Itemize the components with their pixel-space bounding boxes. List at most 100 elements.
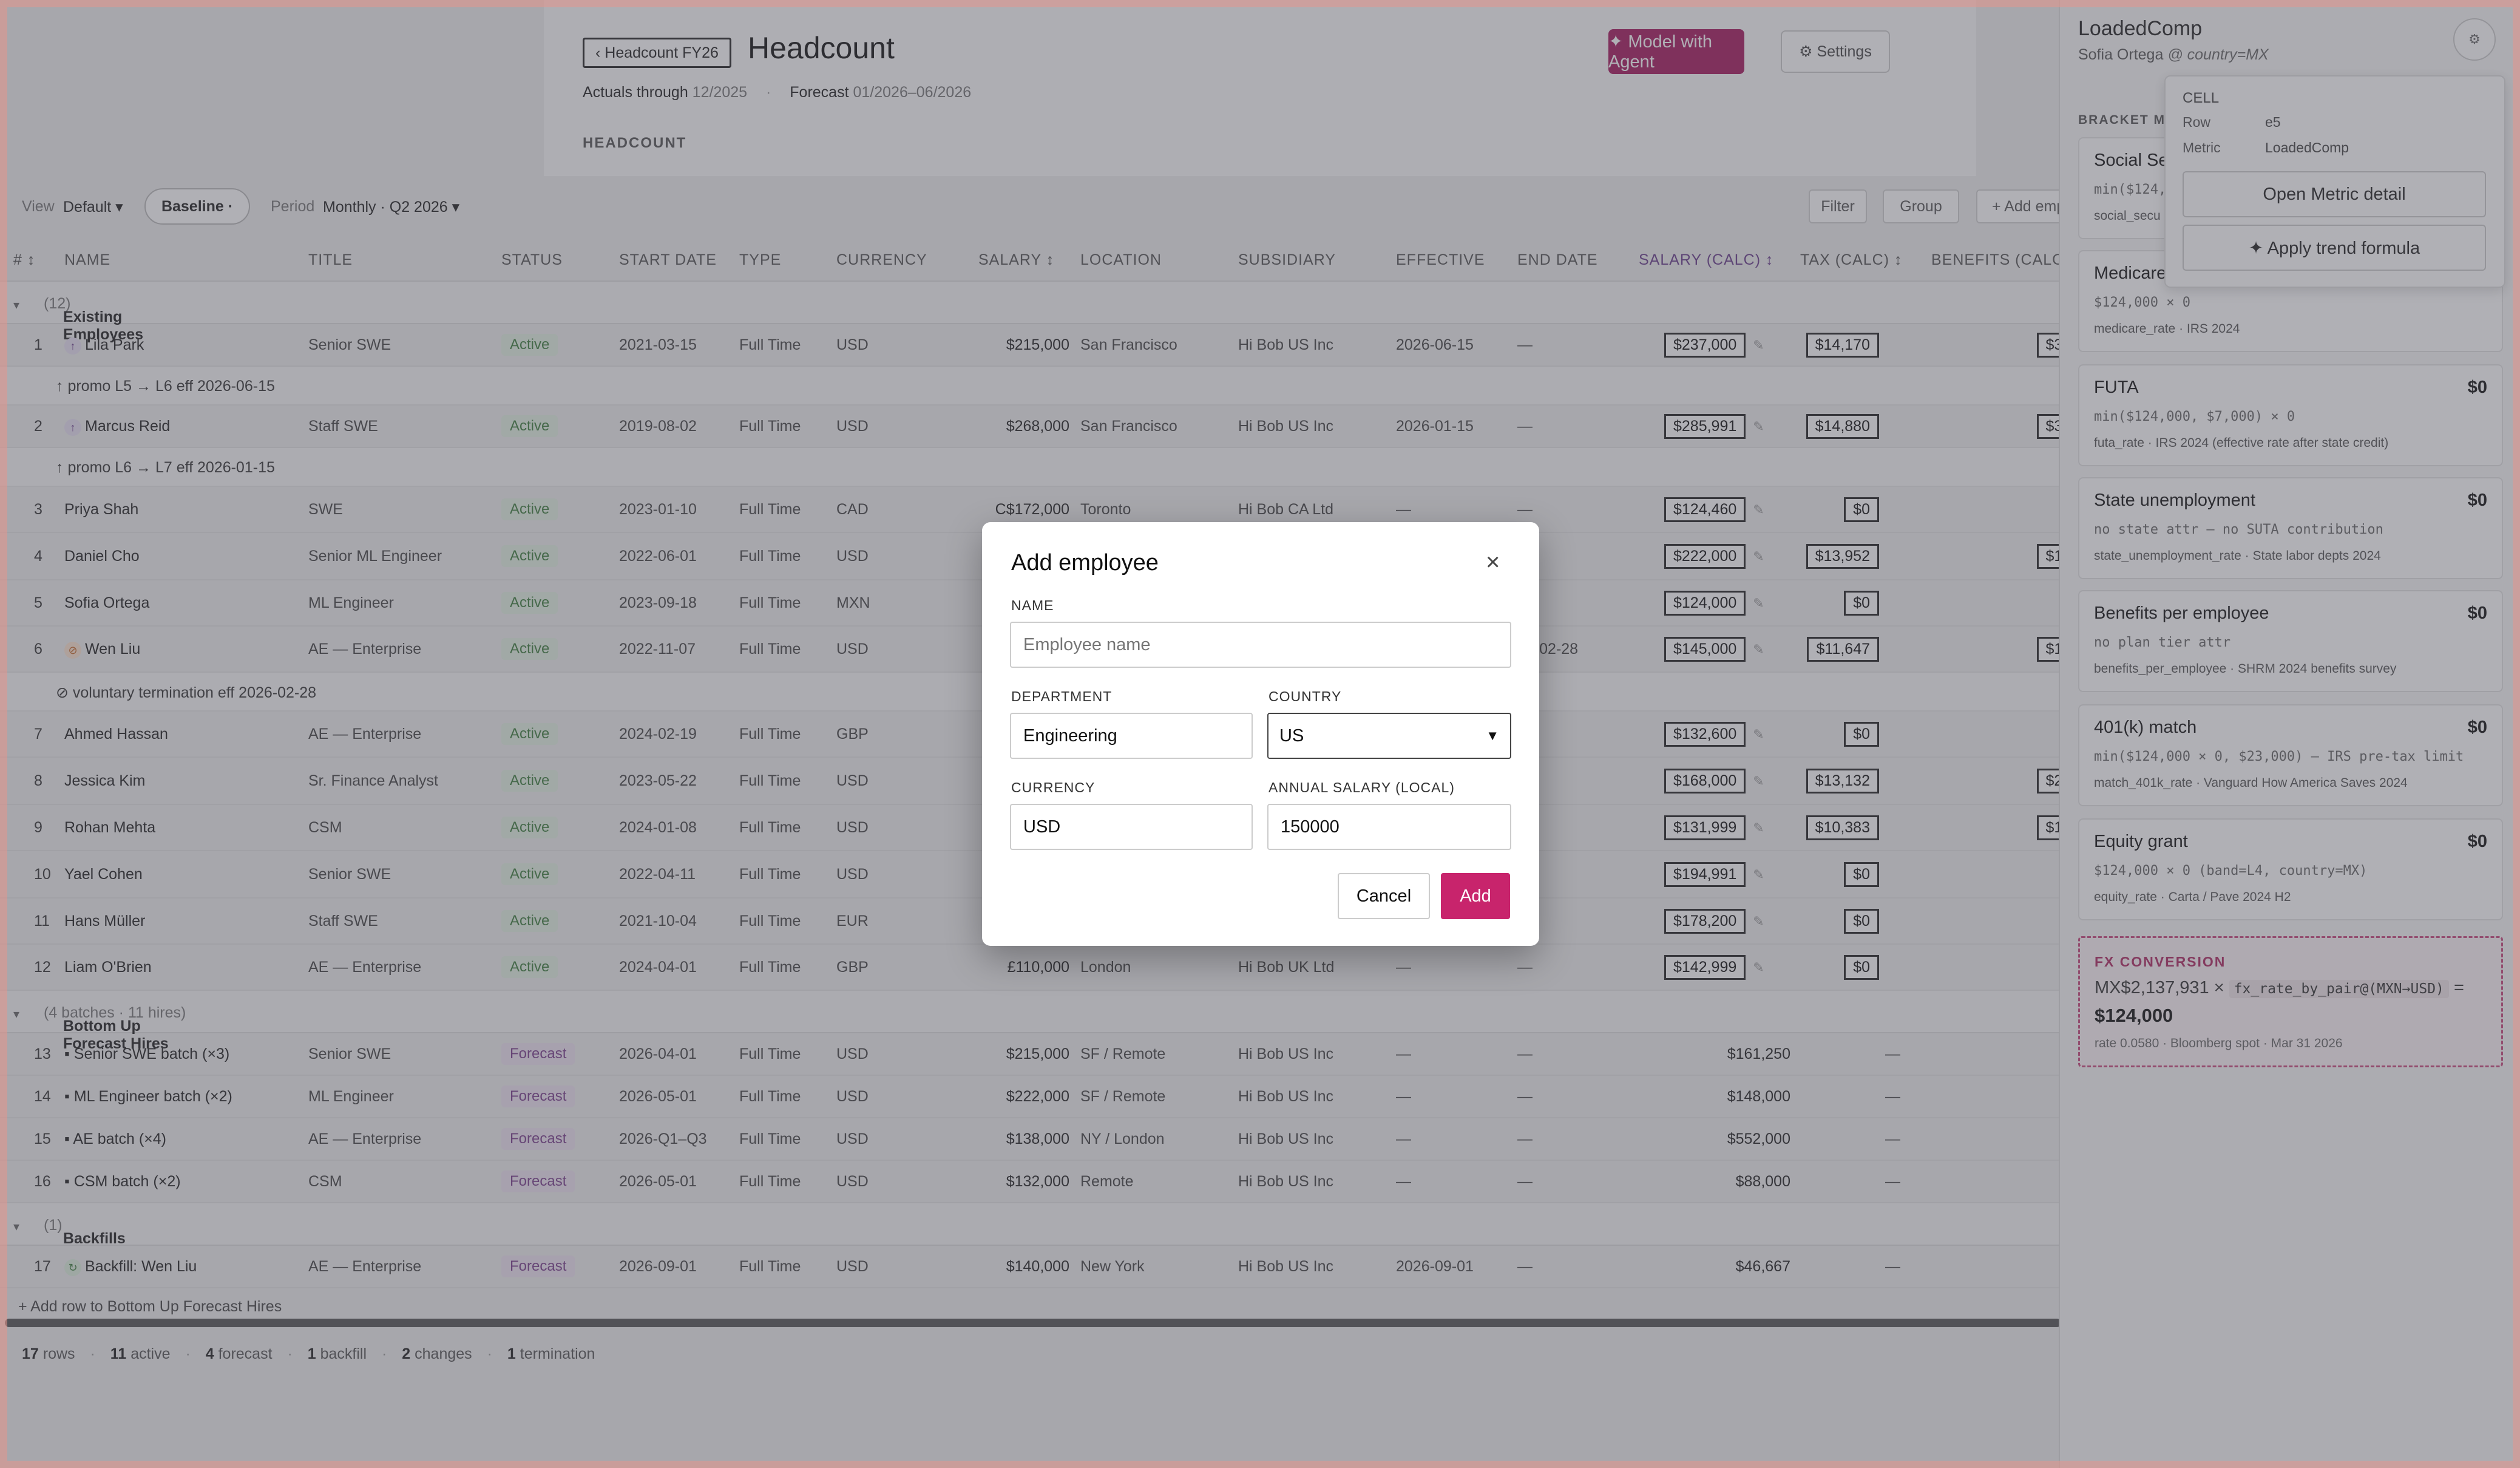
metric-card[interactable]: Benefits per employee $0 no plan tier attr…	[2078, 590, 2503, 692]
column-header[interactable]: SALARY ↕	[978, 251, 1055, 268]
salary-calc-cell[interactable]: $132,600 ✎	[1664, 722, 1764, 747]
settings-button[interactable]: ⚙ Settings	[1781, 30, 1890, 73]
add-button[interactable]: Add	[1441, 873, 1510, 919]
close-icon[interactable]: ×	[1486, 549, 1500, 576]
tax-calc-cell[interactable]: $14,880	[1800, 414, 1879, 439]
salary-calc-cell[interactable]: $168,000 ✎	[1664, 769, 1764, 793]
employee-name[interactable]: Hans Müller	[64, 912, 145, 930]
employee-name[interactable]: Priya Shah	[64, 501, 138, 518]
caret-down-icon[interactable]: ▾	[13, 299, 20, 312]
column-header[interactable]: BENEFITS (CALC)	[1931, 251, 2070, 268]
metric-card[interactable]: 401(k) match $0 min($124,000 × 0, $23,000)…	[2078, 704, 2503, 806]
fx-conversion-card[interactable]: FX CONVERSION MX$2,137,931 × fx_rate_by_…	[2078, 936, 2503, 1067]
tax-calc-cell[interactable]: $0	[1800, 591, 1879, 616]
employee-name[interactable]: Daniel Cho	[64, 548, 140, 565]
group-button[interactable]: Group	[1883, 189, 1959, 223]
tax-calc-cell[interactable]: $0	[1800, 497, 1879, 522]
salary-calc-cell[interactable]: $237,000 ✎	[1664, 333, 1764, 358]
salary-calc-cell[interactable]: $194,991 ✎	[1664, 862, 1764, 887]
employee-name[interactable]: ▪ CSM batch (×2)	[64, 1173, 181, 1191]
pencil-icon[interactable]: ✎	[1753, 960, 1764, 975]
salary-calc-cell[interactable]: $124,460 ✎	[1664, 497, 1764, 522]
salary-calc-cell[interactable]: $285,991 ✎	[1664, 414, 1764, 439]
add-row-link[interactable]: + Add row to Bottom Up Forecast Hires	[18, 1298, 282, 1315]
employee-name[interactable]: Liam O'Brien	[64, 959, 152, 976]
pencil-icon[interactable]: ✎	[1753, 419, 1764, 434]
pencil-icon[interactable]: ✎	[1753, 502, 1764, 517]
column-header[interactable]: LOCATION	[1080, 251, 1162, 268]
employee-name[interactable]: ▪ Senior SWE batch (×3)	[64, 1045, 229, 1063]
column-header[interactable]: # ↕	[13, 251, 36, 268]
employee-name[interactable]: Ahmed Hassan	[64, 726, 168, 743]
tax-calc-cell[interactable]: $14,170	[1800, 333, 1879, 358]
group-row[interactable]: ▾ Bottom Up Forecast Hires (4 batches · 11…	[0, 991, 2064, 1052]
pencil-icon[interactable]: ✎	[1753, 914, 1764, 929]
pencil-icon[interactable]: ✎	[1753, 820, 1764, 835]
column-header[interactable]: TAX (CALC) ↕	[1800, 251, 1903, 268]
filter-button[interactable]: Filter	[1809, 189, 1867, 223]
tax-calc-cell[interactable]: $0	[1800, 862, 1879, 887]
pencil-icon[interactable]: ✎	[1753, 773, 1764, 789]
pencil-icon[interactable]: ✎	[1753, 549, 1764, 564]
group-row[interactable]: ▾ Existing Employees (12)	[0, 282, 2064, 343]
employee-name[interactable]: ▪ AE batch (×4)	[64, 1130, 166, 1148]
tax-calc-cell[interactable]: $13,132	[1800, 769, 1879, 793]
gear-icon[interactable]: ⚙	[2453, 18, 2496, 61]
department-input[interactable]: Engineering	[1010, 713, 1253, 759]
model-with-agent-button[interactable]: ✦ Model with Agent	[1608, 29, 1744, 74]
salary-calc-cell[interactable]: $178,200 ✎	[1664, 909, 1764, 934]
table-row[interactable]: 13 ▪ Senior SWE batch (×3) Senior SWE Forec…	[0, 1033, 2064, 1076]
caret-down-icon[interactable]: ▾	[13, 1008, 20, 1021]
salary-calc-cell[interactable]: $145,000 ✎	[1664, 637, 1764, 662]
tax-calc-cell[interactable]: $13,952	[1800, 544, 1879, 569]
tax-calc-cell[interactable]: $0	[1800, 955, 1879, 980]
table-row[interactable]: 15 ▪ AE batch (×4) AE — Enterprise Forecast…	[0, 1118, 2064, 1161]
salary-calc-cell[interactable]: $131,999 ✎	[1664, 815, 1764, 840]
table-row[interactable]: 16 ▪ CSM batch (×2) CSM Forecast 2026-05-01 F…	[0, 1161, 2064, 1203]
tax-calc-cell[interactable]: $11,647	[1800, 637, 1879, 662]
employee-name[interactable]: ↻ Backfill: Wen Liu	[64, 1258, 197, 1276]
metric-card[interactable]: FUTA $0 min($124,000, $7,000) × 0 futa_rate…	[2078, 364, 2503, 466]
employee-name[interactable]: ⊘ Wen Liu	[64, 641, 140, 659]
table-row[interactable]: 12 Liam O'Brien AE — Enterprise Active 2024-…	[0, 945, 2101, 991]
name-input[interactable]	[1010, 622, 1511, 668]
column-header[interactable]: END DATE	[1517, 251, 1598, 268]
salary-calc-cell[interactable]: $222,000 ✎	[1664, 544, 1764, 569]
back-button[interactable]: ‹ Headcount FY26	[583, 38, 731, 68]
metric-card[interactable]: Equity grant $0 $124,000 × 0 (band=L4, cou…	[2078, 818, 2503, 920]
pencil-icon[interactable]: ✎	[1753, 338, 1764, 353]
column-header[interactable]: SUBSIDIARY	[1238, 251, 1336, 268]
apply-trend-formula-button[interactable]: ✦ Apply trend formula	[2183, 225, 2486, 271]
column-header[interactable]: NAME	[64, 251, 111, 268]
group-row[interactable]: ▾ Backfills (1)	[0, 1203, 2064, 1247]
column-header[interactable]: START DATE	[619, 251, 717, 268]
pencil-icon[interactable]: ✎	[1753, 867, 1764, 882]
pencil-icon[interactable]: ✎	[1753, 596, 1764, 611]
column-header[interactable]: TYPE	[739, 251, 782, 268]
tax-calc-cell[interactable]: $0	[1800, 722, 1879, 747]
employee-name[interactable]: Yael Cohen	[64, 866, 143, 883]
view-select[interactable]: Default ▾	[63, 199, 123, 216]
salary-calc-cell[interactable]: $124,000 ✎	[1664, 591, 1764, 616]
employee-name[interactable]: ▪ ML Engineer batch (×2)	[64, 1088, 232, 1106]
pencil-icon[interactable]: ✎	[1753, 642, 1764, 657]
column-header[interactable]: STATUS	[501, 251, 563, 268]
period-select[interactable]: Monthly · Q2 2026 ▾	[323, 199, 460, 216]
baseline-pill[interactable]: Baseline ·	[144, 188, 250, 225]
table-row[interactable]: 14 ▪ ML Engineer batch (×2) ML Engineer For…	[0, 1076, 2064, 1118]
horizontal-scrollbar[interactable]	[5, 1319, 2061, 1327]
caret-down-icon[interactable]: ▾	[13, 1220, 20, 1234]
currency-input[interactable]: USD	[1010, 804, 1253, 850]
column-header[interactable]: CURRENCY	[836, 251, 927, 268]
tax-calc-cell[interactable]: $0	[1800, 909, 1879, 934]
salary-calc-cell[interactable]: $142,999 ✎	[1664, 955, 1764, 980]
employee-name[interactable]: Rohan Mehta	[64, 819, 155, 837]
column-header[interactable]: EFFECTIVE	[1396, 251, 1485, 268]
pencil-icon[interactable]: ✎	[1753, 727, 1764, 742]
cancel-button[interactable]: Cancel	[1338, 873, 1430, 919]
employee-name[interactable]: ↑ Lila Park	[64, 336, 144, 355]
table-row[interactable]: 3 Priya Shah SWE Active 2023-01-10 Full Time C…	[0, 487, 2101, 533]
column-header[interactable]: TITLE	[308, 251, 353, 268]
column-header[interactable]: SALARY (CALC) ↕	[1639, 251, 1774, 268]
employee-name[interactable]: ↑ Marcus Reid	[64, 418, 170, 436]
